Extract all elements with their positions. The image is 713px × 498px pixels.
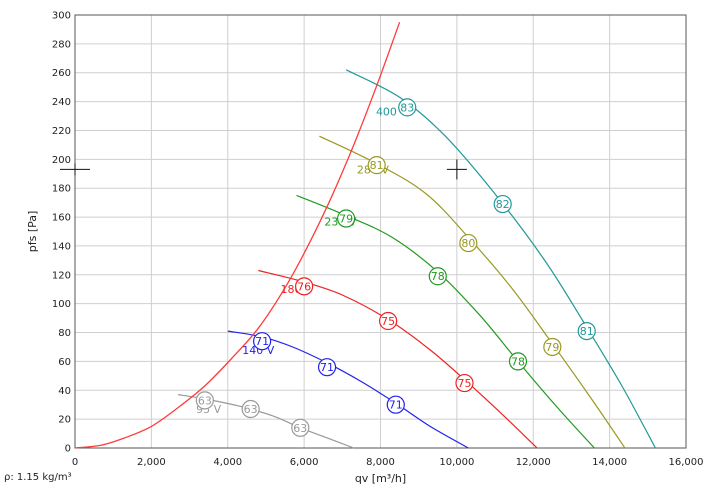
x-axis-label: qv [m³/h] (355, 472, 406, 485)
curves (74, 21, 656, 449)
efficiency-marker-label: 71 (389, 399, 403, 412)
efficiency-marker (386, 395, 405, 414)
efficiency-marker (508, 352, 528, 371)
system-curve (74, 21, 401, 449)
y-tick-label: 0 (65, 444, 71, 455)
y-tick-label: 220 (52, 126, 71, 137)
efficiency-marker (291, 418, 310, 437)
plot-frame (74, 14, 687, 449)
efficiency-marker (317, 358, 337, 377)
x-tick-label: 2,000 (137, 457, 166, 468)
y-tick-label: 260 (52, 68, 71, 79)
y-tick-label: 80 (58, 328, 71, 339)
plot-border (74, 14, 687, 449)
efficiency-marker (577, 321, 596, 341)
efficiency-marker-label: 81 (370, 159, 384, 172)
y-axis-label: pfs [Pa] (26, 211, 39, 253)
efficiency-marker-label: 75 (458, 377, 472, 390)
efficiency-marker (253, 332, 272, 351)
efficiency-marker (455, 373, 474, 393)
y-tick-label: 240 (52, 97, 71, 108)
efficiency-marker (195, 391, 214, 410)
efficiency-marker (337, 209, 356, 228)
x-tick-label: 16,000 (669, 457, 704, 468)
air-density-note: ρ: 1.15 kg/m³ (4, 472, 72, 483)
efficiency-marker-label: 78 (511, 355, 525, 368)
efficiency-marker-label: 80 (461, 237, 475, 250)
efficiency-marker (379, 311, 398, 331)
efficiency-marker-label: 83 (400, 101, 414, 114)
efficiency-marker-label: 81 (580, 325, 594, 338)
y-tick-label: 300 (52, 11, 71, 22)
y-tick-label: 280 (52, 39, 71, 50)
efficiency-marker-label: 76 (297, 280, 311, 293)
efficiency-marker (493, 194, 512, 214)
y-tick-label: 40 (58, 386, 71, 397)
efficiency-marker-label: 71 (255, 335, 269, 348)
y-tick-label: 140 (52, 241, 71, 252)
x-tick-label: 0 (72, 457, 78, 468)
y-tick-label: 100 (52, 299, 71, 310)
efficiency-marker-label: 79 (545, 341, 559, 354)
tick-labels: 0 2,000 4,000 6,000 8,000 10,000 12,000 14,000 1… (52, 11, 704, 469)
efficiency-marker (459, 233, 478, 253)
efficiency-marker-label: 71 (320, 361, 334, 374)
efficiency-marker (398, 98, 417, 117)
x-tick-label: 12,000 (516, 457, 551, 468)
efficiency-marker-label: 78 (431, 270, 445, 283)
y-tick-label: 60 (58, 357, 71, 368)
x-tick-label: 10,000 (439, 457, 474, 468)
efficiency-marker (428, 267, 447, 286)
x-tick-label: 14,000 (592, 457, 627, 468)
y-tick-label: 120 (52, 270, 71, 281)
efficiency-marker (241, 399, 260, 419)
efficiency-marker-label: 75 (381, 315, 395, 328)
efficiency-marker (295, 277, 314, 296)
x-tick-label: 4,000 (213, 457, 242, 468)
efficiency-marker-label: 79 (339, 213, 353, 226)
y-tick-label: 200 (52, 155, 71, 166)
y-tick-label: 20 (58, 415, 71, 426)
efficiency-marker (543, 337, 562, 357)
efficiency-marker (367, 156, 386, 175)
x-tick-label: 6,000 (290, 457, 319, 468)
y-tick-label: 180 (52, 184, 71, 195)
fan-curve-280-v (319, 135, 626, 449)
efficiency-marker-label: 63 (198, 394, 212, 407)
fan-curve-230-v (296, 194, 595, 449)
efficiency-marker-label: 82 (496, 198, 510, 211)
fan-curve-400-v (345, 69, 656, 449)
efficiency-marker-label: 63 (293, 422, 307, 435)
efficiency-marker-label: 63 (244, 403, 258, 416)
y-tick-label: 160 (52, 213, 71, 224)
x-tick-label: 8,000 (366, 457, 395, 468)
